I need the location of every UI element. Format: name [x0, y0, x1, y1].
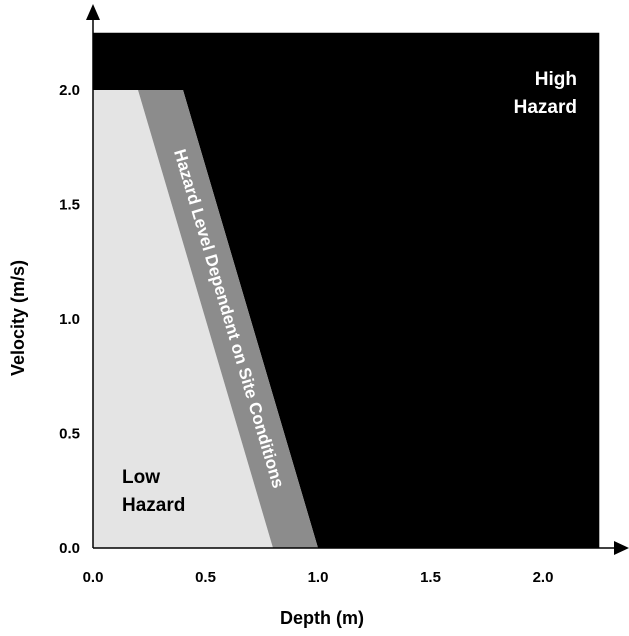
- x-tick-label: 1.0: [308, 569, 329, 586]
- x-tick-label: 0.0: [83, 569, 104, 586]
- y-axis-arrow: [86, 4, 100, 20]
- x-tick-label: 2.0: [533, 569, 554, 586]
- x-tick-label: 0.5: [195, 569, 216, 586]
- plot-regions: [93, 32, 600, 549]
- y-tick-label: 1.5: [59, 197, 80, 214]
- axes: 0.0 0.5 1.0 1.5 2.0 0.0 0.5 1.0 1.5 2.0: [59, 4, 629, 586]
- y-tick-label: 0.0: [59, 540, 80, 557]
- low-hazard-label: Hazard: [122, 495, 185, 516]
- x-axis-arrow: [614, 541, 629, 555]
- y-tick-label: 2.0: [59, 82, 80, 99]
- y-axis-title: Velocity (m/s): [8, 260, 28, 376]
- y-tick-label: 1.0: [59, 311, 80, 328]
- x-axis-title: Depth (m): [280, 608, 364, 628]
- site-dependent-band: [138, 90, 318, 548]
- x-tick-label: 1.5: [420, 569, 441, 586]
- low-hazard-label: Low: [122, 467, 160, 488]
- y-tick-labels: 0.0 0.5 1.0 1.5 2.0: [59, 82, 80, 557]
- high-hazard-label: High: [535, 69, 577, 90]
- high-hazard-region: [93, 32, 600, 549]
- y-tick-label: 0.5: [59, 426, 80, 443]
- x-tick-labels: 0.0 0.5 1.0 1.5 2.0: [83, 569, 554, 586]
- high-hazard-label: Hazard: [514, 97, 577, 118]
- low-hazard-region: [93, 90, 273, 548]
